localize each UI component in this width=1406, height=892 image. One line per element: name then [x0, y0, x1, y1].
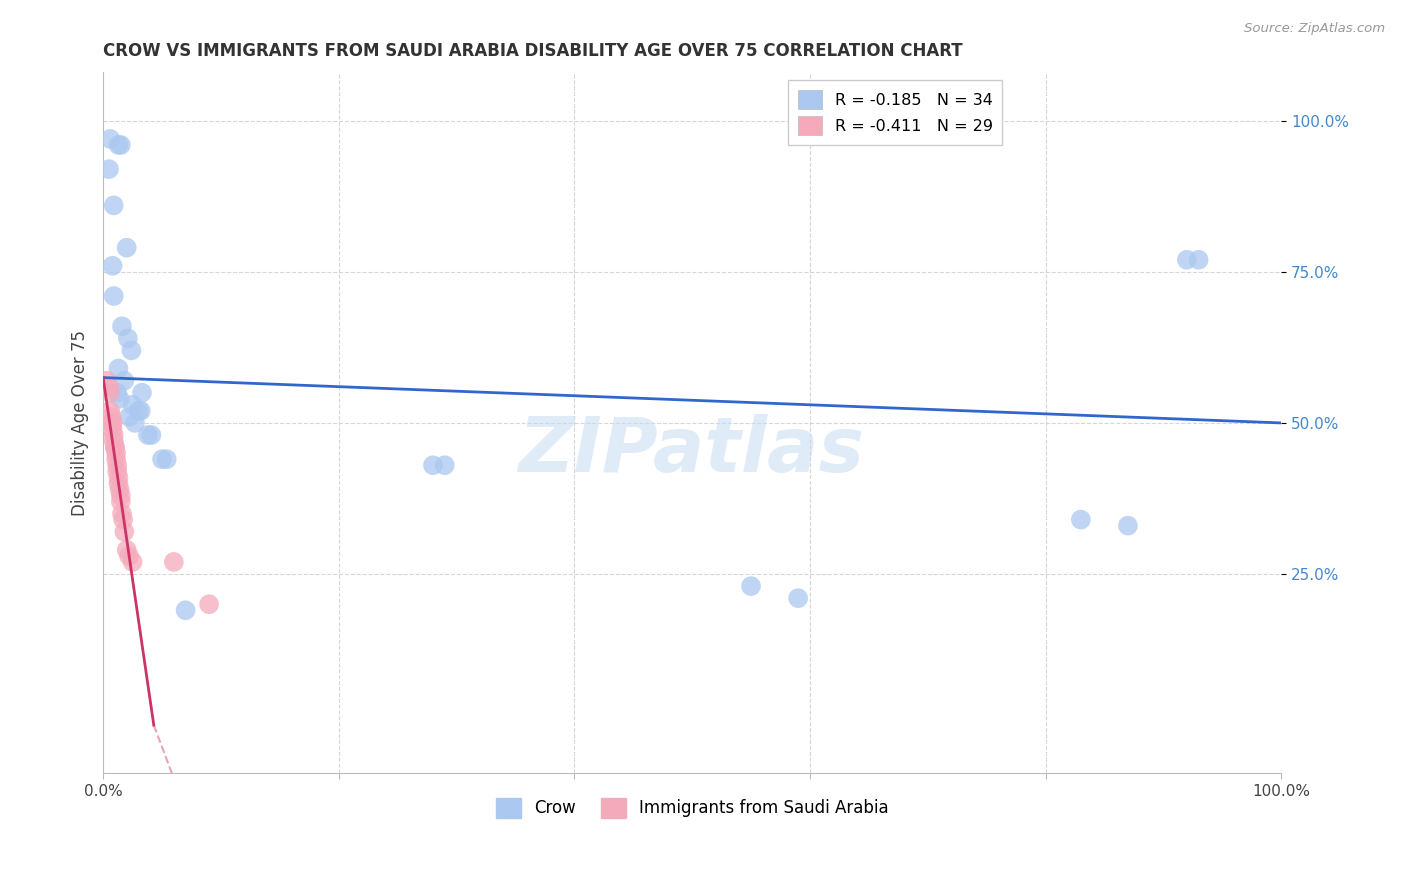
Point: [100, 416, 122, 430]
Point: [108, 392, 131, 406]
Point: [1175, 252, 1198, 267]
Point: [117, 331, 139, 345]
Point: [103, 428, 125, 442]
Point: [118, 549, 141, 563]
Point: [110, 494, 132, 508]
Point: [108, 483, 131, 497]
Point: [98, 132, 121, 146]
Point: [156, 452, 179, 467]
Point: [163, 555, 186, 569]
Point: [105, 385, 128, 400]
Point: [98, 385, 121, 400]
Point: [124, 416, 146, 430]
Point: [104, 440, 127, 454]
Point: [105, 446, 128, 460]
Point: [107, 361, 129, 376]
Point: [129, 404, 152, 418]
Point: [110, 137, 132, 152]
Point: [150, 452, 173, 467]
Point: [98, 379, 121, 393]
Point: [112, 524, 135, 539]
Point: [105, 458, 128, 473]
Point: [121, 398, 143, 412]
Point: [111, 319, 134, 334]
Point: [422, 458, 444, 473]
Point: [115, 542, 138, 557]
Point: [107, 476, 129, 491]
Point: [112, 513, 135, 527]
Point: [101, 259, 124, 273]
Point: [131, 385, 153, 400]
Point: [101, 416, 124, 430]
Point: [105, 452, 128, 467]
Y-axis label: Disability Age Over 75: Disability Age Over 75: [72, 330, 89, 516]
Point: [98, 404, 121, 418]
Point: [1116, 518, 1139, 533]
Point: [118, 409, 141, 424]
Point: [111, 507, 134, 521]
Point: [174, 603, 197, 617]
Point: [98, 162, 121, 177]
Point: [112, 374, 135, 388]
Point: [120, 343, 142, 358]
Legend: Crow, Immigrants from Saudi Arabia: Crow, Immigrants from Saudi Arabia: [489, 791, 896, 825]
Point: [136, 428, 159, 442]
Point: [100, 409, 122, 424]
Text: ZIPatlas: ZIPatlas: [519, 414, 865, 488]
Point: [740, 579, 762, 593]
Point: [115, 241, 138, 255]
Point: [103, 198, 125, 212]
Point: [1188, 252, 1211, 267]
Point: [105, 464, 128, 478]
Point: [433, 458, 456, 473]
Text: Source: ZipAtlas.com: Source: ZipAtlas.com: [1244, 22, 1385, 36]
Point: [104, 440, 127, 454]
Point: [141, 428, 163, 442]
Point: [127, 404, 149, 418]
Point: [1070, 513, 1092, 527]
Text: CROW VS IMMIGRANTS FROM SAUDI ARABIA DISABILITY AGE OVER 75 CORRELATION CHART: CROW VS IMMIGRANTS FROM SAUDI ARABIA DIS…: [103, 42, 963, 60]
Point: [107, 470, 129, 484]
Point: [107, 137, 129, 152]
Point: [787, 591, 810, 606]
Point: [110, 488, 132, 502]
Point: [101, 422, 124, 436]
Point: [198, 597, 221, 611]
Point: [121, 555, 143, 569]
Point: [103, 289, 125, 303]
Point: [103, 434, 125, 448]
Point: [96, 374, 118, 388]
